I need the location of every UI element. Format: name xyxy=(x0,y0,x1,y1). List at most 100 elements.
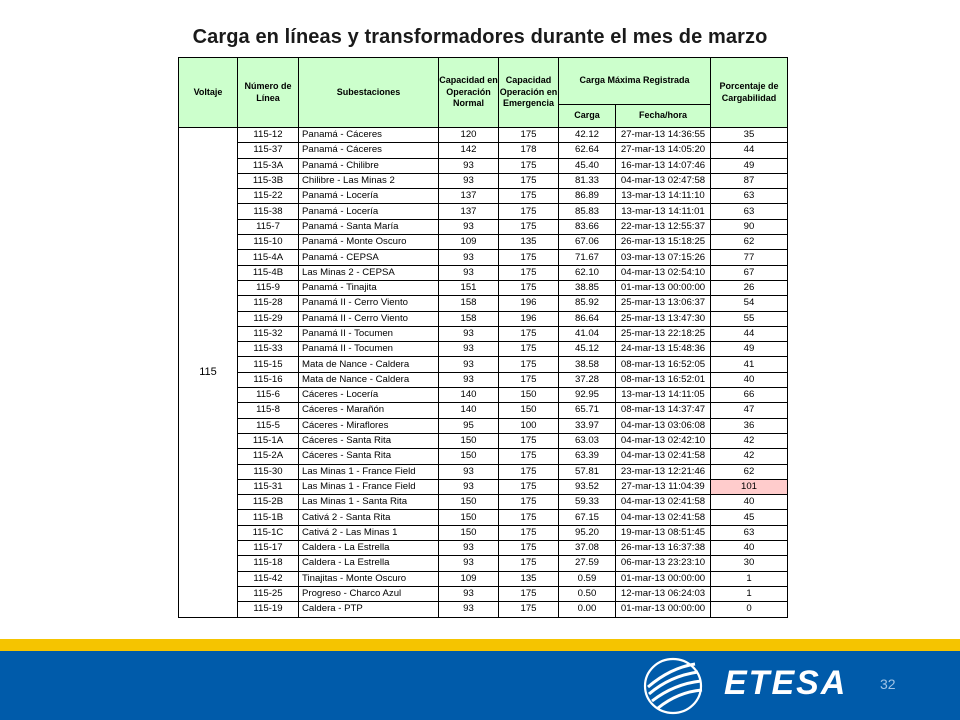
line-number-cell: 115-2B xyxy=(237,494,299,511)
percentage-cell: 36 xyxy=(710,417,789,434)
table-body: 115 115-12 Panamá - Cáceres 120 175 42.12 27-m… xyxy=(178,126,789,618)
table-row: 115-6 Cáceres - Locería 140 150 92.95 13-mar-… xyxy=(179,387,789,404)
load-cell: 45.40 xyxy=(558,157,616,174)
datetime-cell: 06-mar-13 23:23:10 xyxy=(614,555,712,572)
emergency-capacity-cell: 150 xyxy=(498,402,559,419)
percentage-cell: 66 xyxy=(710,387,789,404)
table-row: 115-1B Cativá 2 - Santa Rita 150 175 67.15 04… xyxy=(179,509,789,526)
percentage-cell: 41 xyxy=(710,356,789,373)
substations-cell: Panamá - Monte Oscuro xyxy=(298,234,439,251)
emergency-capacity-cell: 175 xyxy=(498,279,559,297)
percentage-cell: 1 xyxy=(710,585,789,603)
table-row: 115-18 Caldera - La Estrella 93 175 27.59 06-… xyxy=(179,555,789,572)
emergency-capacity-cell: 175 xyxy=(498,432,559,450)
line-number-cell: 115-4A xyxy=(237,249,299,266)
load-cell: 83.66 xyxy=(558,218,616,236)
percentage-cell: 63 xyxy=(710,524,789,542)
percentage-cell: 42 xyxy=(710,448,789,465)
datetime-cell: 23-mar-13 12:21:46 xyxy=(614,463,712,480)
line-number-cell: 115-31 xyxy=(237,478,299,496)
emergency-capacity-cell: 135 xyxy=(498,570,559,587)
load-cell: 93.52 xyxy=(558,478,616,496)
table-row: 115-1A Cáceres - Santa Rita 150 175 63.03 04-… xyxy=(179,432,789,450)
substations-cell: Panamá - Locería xyxy=(298,188,439,205)
datetime-cell: 24-mar-13 15:48:36 xyxy=(614,341,712,358)
emergency-capacity-cell: 175 xyxy=(498,325,559,343)
table-row: 115-8 Cáceres - Marañón 140 150 65.71 08-mar-… xyxy=(179,402,789,419)
emergency-capacity-cell: 175 xyxy=(498,126,559,144)
emergency-capacity-cell: 178 xyxy=(498,142,559,159)
percentage-cell: 30 xyxy=(710,555,789,572)
datetime-cell: 13-mar-13 14:11:10 xyxy=(614,188,712,205)
percentage-cell: 62 xyxy=(710,234,789,251)
datetime-cell: 03-mar-13 07:15:26 xyxy=(614,249,712,266)
datetime-cell: 04-mar-13 02:47:58 xyxy=(614,172,712,190)
substations-cell: Mata de Nance - Caldera xyxy=(298,371,439,389)
emergency-capacity-cell: 175 xyxy=(498,524,559,542)
substations-cell: Panamá - Cáceres xyxy=(298,126,439,144)
emergency-capacity-cell: 175 xyxy=(498,448,559,465)
datetime-cell: 27-mar-13 14:36:55 xyxy=(614,126,712,144)
line-number-cell: 115-9 xyxy=(237,279,299,297)
load-cell: 0.59 xyxy=(558,570,616,587)
line-number-cell: 115-22 xyxy=(237,188,299,205)
load-table-container: Voltaje Número de Línea Subestaciones Ca… xyxy=(178,57,789,631)
table-row: 115-7 Panamá - Santa María 93 175 83.66 22-ma… xyxy=(179,218,789,236)
load-cell: 65.71 xyxy=(558,402,616,419)
percentage-cell: 67 xyxy=(710,264,789,281)
datetime-cell: 04-mar-13 02:41:58 xyxy=(614,448,712,465)
emergency-capacity-cell: 175 xyxy=(498,356,559,373)
line-number-cell: 115-42 xyxy=(237,570,299,587)
datetime-cell: 19-mar-13 08:51:45 xyxy=(614,524,712,542)
substations-cell: Panamá - Chilibre xyxy=(298,157,439,174)
line-number-cell: 115-18 xyxy=(237,555,299,572)
load-cell: 33.97 xyxy=(558,417,616,434)
datetime-cell: 27-mar-13 14:05:20 xyxy=(614,142,712,159)
table-row: 115-42 Tinajitas - Monte Oscuro 109 135 0.59… xyxy=(179,570,789,587)
percentage-cell: 54 xyxy=(710,295,789,312)
normal-capacity-cell: 109 xyxy=(438,234,499,251)
emergency-capacity-cell: 175 xyxy=(498,218,559,236)
table-row: 115-25 Progreso - Charco Azul 93 175 0.50 12-… xyxy=(179,585,789,603)
datetime-cell: 04-mar-13 02:42:10 xyxy=(614,432,712,450)
emergency-capacity-cell: 100 xyxy=(498,417,559,434)
substations-cell: Las Minas 1 - France Field xyxy=(298,463,439,480)
normal-capacity-cell: 93 xyxy=(438,540,499,557)
load-cell: 85.83 xyxy=(558,203,616,220)
load-cell: 85.92 xyxy=(558,295,616,312)
datetime-cell: 25-mar-13 22:18:25 xyxy=(614,325,712,343)
load-cell: 92.95 xyxy=(558,387,616,404)
normal-capacity-cell: 93 xyxy=(438,585,499,603)
datetime-cell: 16-mar-13 14:07:46 xyxy=(614,157,712,174)
substations-cell: Chilibre - Las Minas 2 xyxy=(298,172,439,190)
emergency-capacity-cell: 175 xyxy=(498,509,559,526)
substations-cell: Caldera - PTP xyxy=(298,601,439,618)
percentage-cell: 1 xyxy=(710,570,789,587)
header-cap-normal: Capacidad en Operación Normal xyxy=(438,57,499,128)
datetime-cell: 12-mar-13 06:24:03 xyxy=(614,585,712,603)
emergency-capacity-cell: 175 xyxy=(498,555,559,572)
load-cell: 59.33 xyxy=(558,494,616,511)
substations-cell: Panamá II - Tocumen xyxy=(298,341,439,358)
substations-cell: Cáceres - Locería xyxy=(298,387,439,404)
percentage-cell: 0 xyxy=(710,601,789,618)
load-cell: 41.04 xyxy=(558,325,616,343)
line-number-cell: 115-12 xyxy=(237,126,299,144)
emergency-capacity-cell: 135 xyxy=(498,234,559,251)
line-number-cell: 115-1C xyxy=(237,524,299,542)
normal-capacity-cell: 150 xyxy=(438,432,499,450)
emergency-capacity-cell: 175 xyxy=(498,463,559,480)
emergency-capacity-cell: 175 xyxy=(498,478,559,496)
percentage-cell: 40 xyxy=(710,371,789,389)
line-number-cell: 115-7 xyxy=(237,218,299,236)
table-row: 115-15 Mata de Nance - Caldera 93 175 38.58 0… xyxy=(179,356,789,373)
load-cell: 62.64 xyxy=(558,142,616,159)
normal-capacity-cell: 93 xyxy=(438,371,499,389)
substations-cell: Panamá II - Tocumen xyxy=(298,325,439,343)
line-number-cell: 115-25 xyxy=(237,585,299,603)
emergency-capacity-cell: 175 xyxy=(498,371,559,389)
load-cell: 27.59 xyxy=(558,555,616,572)
load-cell: 86.64 xyxy=(558,310,616,327)
emergency-capacity-cell: 175 xyxy=(498,172,559,190)
percentage-cell: 63 xyxy=(710,203,789,220)
